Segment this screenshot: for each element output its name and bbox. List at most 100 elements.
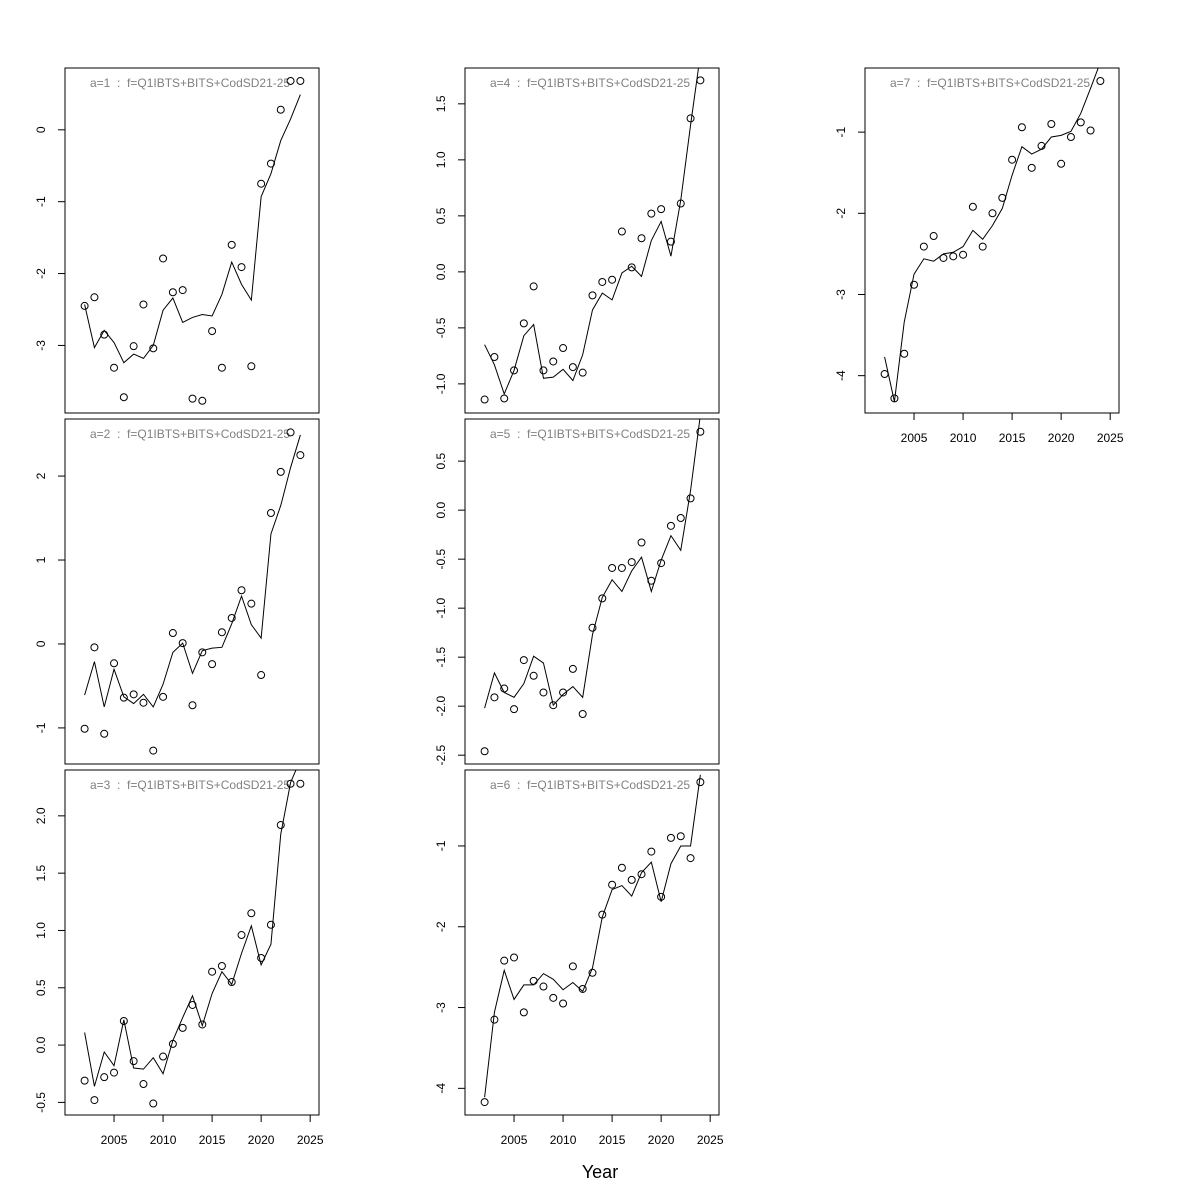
data-point bbox=[217, 961, 226, 970]
y-tick-label: -1 bbox=[434, 840, 448, 851]
y-tick-label: -1 bbox=[34, 722, 48, 733]
data-point bbox=[608, 275, 617, 284]
data-point bbox=[80, 724, 89, 733]
data-point bbox=[129, 690, 138, 699]
data-point bbox=[666, 237, 675, 246]
data-point bbox=[110, 659, 119, 668]
data-point bbox=[217, 363, 226, 372]
data-point bbox=[1008, 155, 1017, 164]
panel-title: a=6 : f=Q1IBTS+BITS+CodSD21-25 bbox=[490, 778, 690, 792]
data-point bbox=[129, 342, 138, 351]
data-point bbox=[159, 254, 168, 263]
data-point bbox=[217, 628, 226, 637]
data-point bbox=[266, 509, 275, 518]
data-point bbox=[647, 847, 656, 856]
y-tick-label: 1 bbox=[34, 556, 48, 563]
data-point bbox=[110, 1068, 119, 1077]
y-tick-label: -3 bbox=[834, 289, 848, 300]
x-tick-label: 2020 bbox=[248, 1133, 275, 1147]
data-point bbox=[286, 779, 295, 788]
data-point bbox=[919, 242, 928, 251]
data-point bbox=[588, 291, 597, 300]
data-point bbox=[949, 252, 958, 261]
data-point bbox=[510, 705, 519, 714]
y-tick-label: -2.0 bbox=[434, 696, 448, 717]
data-point bbox=[90, 1096, 99, 1105]
panel: a=2 : f=Q1IBTS+BITS+CodSD21-25 -1 0 1 2 bbox=[34, 418, 320, 765]
x-tick-label: 2010 bbox=[550, 1133, 577, 1147]
data-point bbox=[139, 1080, 148, 1089]
y-tick-label: -2 bbox=[434, 921, 448, 932]
data-point bbox=[588, 968, 597, 977]
y-tick-label: 1.5 bbox=[34, 864, 48, 881]
y-tick-label: -1.0 bbox=[434, 598, 448, 619]
y-tick-label: 0.5 bbox=[434, 207, 448, 224]
data-point bbox=[129, 1057, 138, 1066]
data-point bbox=[529, 282, 538, 291]
y-tick-label: 0 bbox=[34, 126, 48, 133]
x-tick-label: 2025 bbox=[1097, 431, 1124, 445]
data-point bbox=[929, 232, 938, 241]
data-point bbox=[257, 179, 266, 188]
data-point bbox=[237, 586, 246, 595]
data-point bbox=[559, 688, 568, 697]
data-point bbox=[90, 643, 99, 652]
fitted-line bbox=[484, 774, 701, 1098]
x-tick-label: 2010 bbox=[950, 431, 977, 445]
x-tick-label: 2020 bbox=[1048, 431, 1075, 445]
data-point bbox=[676, 513, 685, 522]
data-point bbox=[539, 688, 548, 697]
data-point bbox=[119, 393, 128, 402]
data-point bbox=[480, 395, 489, 404]
panel: a=1 : f=Q1IBTS+BITS+CodSD21-25 -3 -2 -1 0 bbox=[34, 67, 320, 414]
data-point bbox=[119, 1017, 128, 1026]
panel-title: a=4 : f=Q1IBTS+BITS+CodSD21-25 bbox=[490, 76, 690, 90]
y-tick-label: -4 bbox=[434, 1083, 448, 1094]
panel: a=7 : f=Q1IBTS+BITS+CodSD21-25 -4 -3 -2 -1 20… bbox=[834, 67, 1124, 445]
data-point bbox=[198, 1020, 207, 1029]
data-point bbox=[608, 880, 617, 889]
y-tick-label: -3 bbox=[34, 340, 48, 351]
data-point bbox=[139, 698, 148, 707]
y-tick-label: -0.5 bbox=[34, 1092, 48, 1113]
data-point bbox=[959, 250, 968, 259]
data-point bbox=[247, 362, 256, 371]
y-tick-label: 0 bbox=[34, 640, 48, 647]
data-point bbox=[676, 832, 685, 841]
data-point bbox=[1086, 126, 1095, 135]
x-axis-label: Year bbox=[582, 1162, 618, 1182]
data-point bbox=[568, 962, 577, 971]
data-point bbox=[178, 639, 187, 648]
data-point bbox=[159, 1052, 168, 1061]
panel: a=4 : f=Q1IBTS+BITS+CodSD21-25 -1.0 -0.5 0.… bbox=[434, 67, 720, 414]
data-point bbox=[608, 563, 617, 572]
data-point bbox=[627, 558, 636, 567]
data-point bbox=[168, 629, 177, 638]
data-point bbox=[637, 234, 646, 243]
panel-title: a=7 : f=Q1IBTS+BITS+CodSD21-25 bbox=[890, 76, 1090, 90]
fitted-line bbox=[884, 68, 1099, 402]
data-point bbox=[208, 327, 217, 336]
data-point bbox=[237, 931, 246, 940]
data-point bbox=[90, 293, 99, 302]
panel: a=5 : f=Q1IBTS+BITS+CodSD21-25 -2.5 -2.0 -1… bbox=[434, 418, 720, 766]
data-point bbox=[1076, 118, 1085, 127]
data-point bbox=[168, 288, 177, 297]
data-point bbox=[578, 368, 587, 377]
fitted-line bbox=[484, 419, 701, 709]
data-point bbox=[647, 209, 656, 218]
y-tick-label: 0.5 bbox=[434, 452, 448, 469]
data-point bbox=[1066, 133, 1075, 141]
data-point bbox=[637, 538, 646, 547]
x-tick-label: 2025 bbox=[697, 1133, 724, 1147]
data-point bbox=[296, 451, 305, 460]
data-point bbox=[149, 746, 158, 755]
y-tick-label: -2 bbox=[834, 208, 848, 219]
y-tick-label: -1.0 bbox=[434, 373, 448, 394]
data-point bbox=[627, 875, 636, 884]
data-point bbox=[890, 394, 899, 403]
data-point bbox=[657, 205, 666, 214]
data-point bbox=[500, 956, 509, 965]
y-tick-label: -1 bbox=[834, 126, 848, 137]
data-point bbox=[490, 693, 499, 702]
